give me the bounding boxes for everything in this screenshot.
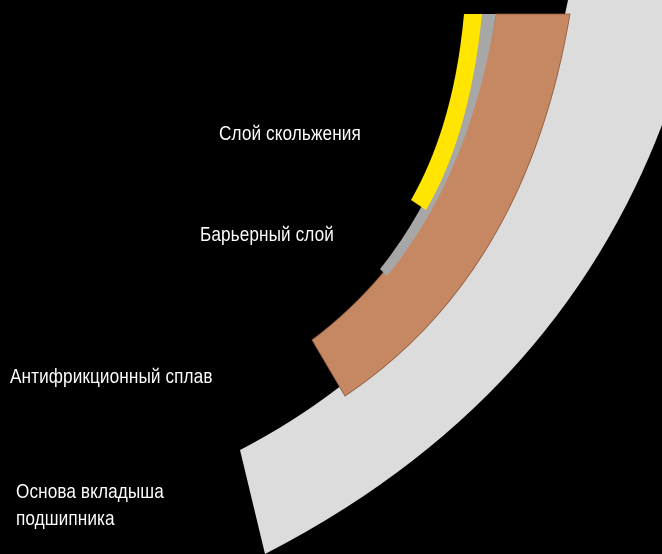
antifriction-alloy-label: Антифрикционный сплав xyxy=(10,366,213,388)
bearing-shell-base-label-line1: Основа вкладыша xyxy=(16,481,164,503)
barrier-layer-label: Барьерный слой xyxy=(200,224,334,246)
bearing-shell-base-label: Основа вкладыша подшипника xyxy=(16,479,164,533)
sliding-layer-label: Слой скольжения xyxy=(219,123,361,145)
sliding-layer xyxy=(411,14,482,210)
bearing-shell-base-label-line2: подшипника xyxy=(16,508,115,530)
barrier-layer xyxy=(380,14,496,276)
